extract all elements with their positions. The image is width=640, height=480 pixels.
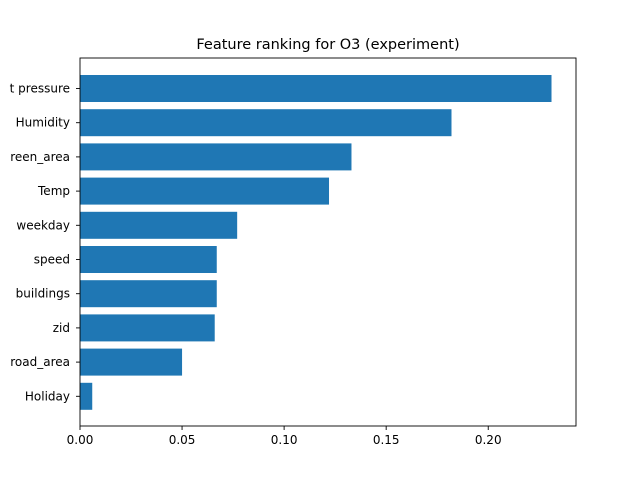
y-tick-label: zid xyxy=(53,321,70,335)
y-tick-label: weekday xyxy=(16,218,70,232)
bars-group xyxy=(80,75,552,410)
y-tick-label: Holiday xyxy=(25,389,70,403)
x-tick-label: 0.00 xyxy=(67,433,94,447)
bar-temp xyxy=(80,177,330,205)
y-tick-label: reen_area xyxy=(10,150,70,164)
x-tick-label: 0.10 xyxy=(271,433,298,447)
bar-holiday xyxy=(80,382,93,410)
y-tick-label: buildings xyxy=(16,287,70,301)
y-tick-label: Humidity xyxy=(16,116,70,130)
bar-weekday xyxy=(80,211,238,239)
bar-zid xyxy=(80,314,215,342)
bar-reen-area xyxy=(80,143,352,171)
y-tick-label: t pressure xyxy=(10,82,70,96)
y-tick-label: speed xyxy=(34,253,70,267)
bar-humidity xyxy=(80,109,452,137)
bar-road-area xyxy=(80,348,183,376)
bar-buildings xyxy=(80,280,217,308)
x-tick-label: 0.20 xyxy=(475,433,502,447)
y-tick-label: road_area xyxy=(10,355,70,369)
bar-speed xyxy=(80,246,217,273)
x-axis-ticks: 0.00 0.05 0.10 0.15 0.20 xyxy=(67,426,502,447)
y-tick-label: Temp xyxy=(37,184,70,198)
chart-title: Feature ranking for O3 (experiment) xyxy=(196,37,459,53)
x-tick-label: 0.15 xyxy=(373,433,400,447)
x-tick-label: 0.05 xyxy=(169,433,196,447)
y-axis-ticks: t pressure Humidity reen_area Temp weekday sp… xyxy=(10,82,80,403)
plot-frame xyxy=(79,57,577,427)
bar-t-pressure xyxy=(80,75,552,102)
